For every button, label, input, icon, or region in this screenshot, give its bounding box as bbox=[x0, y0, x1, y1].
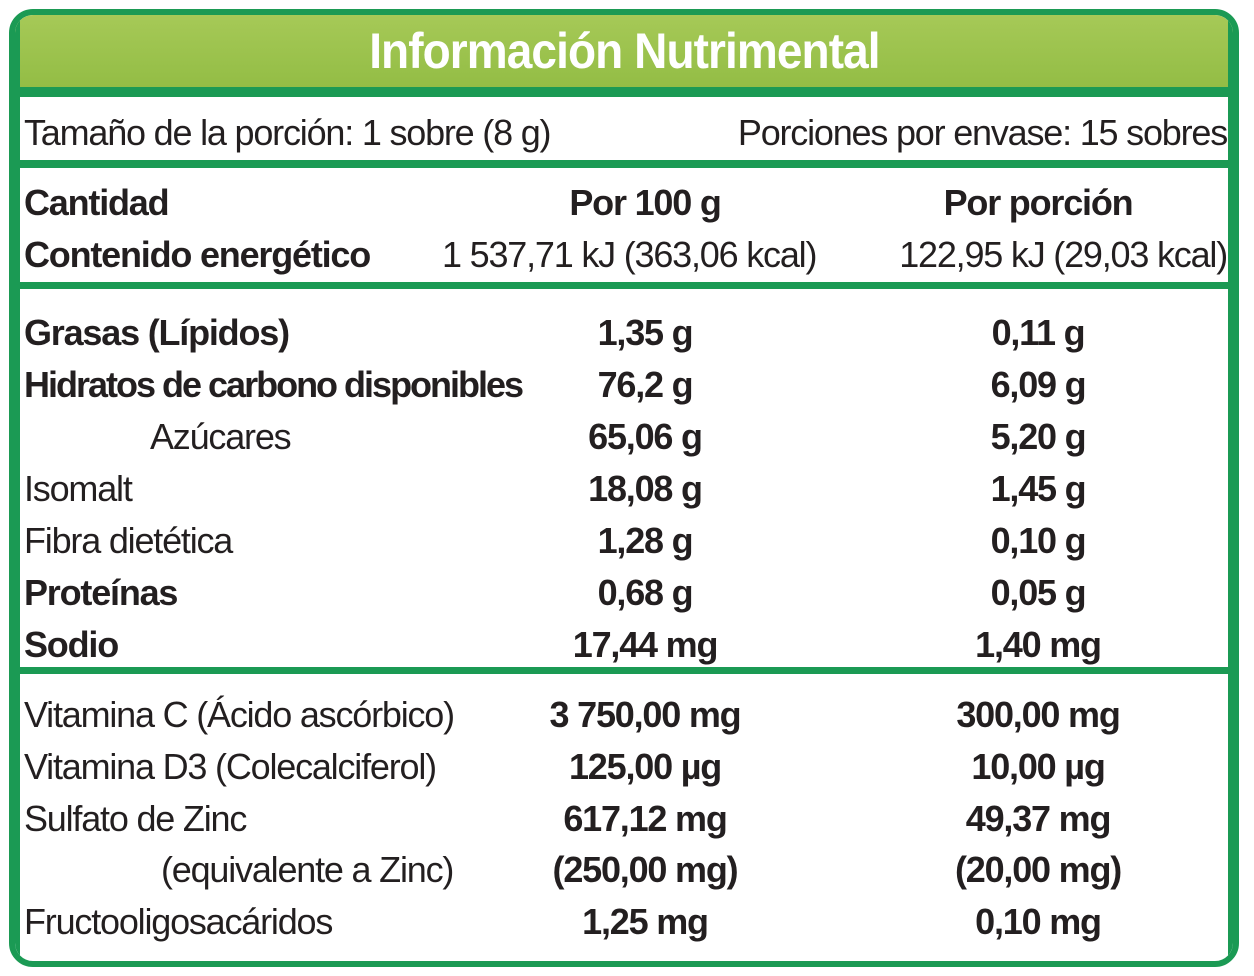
servings-per-package: Porciones por envase: 15 sobres bbox=[737, 112, 1228, 153]
micro-per-serving: 300,00 mg bbox=[956, 694, 1121, 735]
nutrient-label: Sodio bbox=[24, 624, 119, 665]
micro-label: Vitamina D3 (Colecalciferol) bbox=[24, 746, 437, 787]
divider-under-title bbox=[15, 87, 1233, 97]
title: Información Nutrimental bbox=[368, 23, 880, 79]
micro-per-100g: 1,25 mg bbox=[582, 901, 709, 942]
micro-label: Sulfato de Zinc bbox=[24, 798, 247, 839]
micro-label: (equivalente a Zinc) bbox=[161, 849, 454, 890]
header-quantity: Cantidad bbox=[24, 182, 170, 223]
header-per-100g: Por 100 g bbox=[569, 182, 721, 223]
nutrient-per-100g: 1,35 g bbox=[597, 312, 694, 353]
divider-under-serving bbox=[15, 160, 1233, 168]
micro-per-serving: (20,00 mg) bbox=[954, 849, 1122, 890]
left-inner-border bbox=[15, 15, 20, 961]
micro-per-serving: 0,10 mg bbox=[975, 901, 1102, 942]
nutrient-per-serving: 5,20 g bbox=[990, 416, 1087, 457]
header-per-serving: Por porción bbox=[943, 182, 1134, 223]
nutrient-per-100g: 65,06 g bbox=[588, 416, 703, 457]
serving-size: Tamaño de la porción: 1 sobre (8 g) bbox=[24, 112, 552, 153]
title-bar: Información Nutrimental bbox=[15, 15, 1233, 87]
nutrient-per-100g: 1,28 g bbox=[597, 520, 694, 561]
nutrient-per-serving: 6,09 g bbox=[990, 364, 1087, 405]
nutrient-label: Proteínas bbox=[24, 572, 178, 613]
micro-per-serving: 49,37 mg bbox=[965, 798, 1112, 839]
nutrient-per-serving: 1,45 g bbox=[990, 468, 1087, 509]
nutrient-label: Hidratos de carbono disponibles bbox=[24, 364, 524, 405]
divider-under-energy bbox=[15, 282, 1233, 289]
energy-per-serving: 122,95 kJ (29,03 kcal) bbox=[899, 234, 1228, 275]
micro-per-100g: (250,00 mg) bbox=[552, 849, 739, 890]
nutrient-per-100g: 0,68 g bbox=[597, 572, 694, 613]
micro-per-serving: 10,00 µg bbox=[971, 746, 1105, 787]
micro-per-100g: 3 750,00 mg bbox=[549, 694, 742, 735]
right-inner-border bbox=[1228, 15, 1233, 961]
nutrient-per-serving: 0,11 g bbox=[991, 312, 1086, 353]
energy-per-100g: 1 537,71 kJ (363,06 kcal) bbox=[442, 234, 817, 275]
divider-under-nutrients bbox=[15, 667, 1233, 674]
nutrition-facts-panel: Información Nutrimental Tamaño de la por… bbox=[9, 9, 1239, 967]
nutrient-per-100g: 18,08 g bbox=[588, 468, 703, 509]
micro-label: Vitamina C (Ácido ascórbico) bbox=[24, 694, 455, 735]
nutrient-label: Isomalt bbox=[24, 468, 133, 509]
nutrient-per-serving: 1,40 mg bbox=[975, 624, 1102, 665]
micro-per-100g: 617,12 mg bbox=[563, 798, 728, 839]
micro-per-100g: 125,00 µg bbox=[568, 746, 722, 787]
nutrient-label: Grasas (Lípidos) bbox=[24, 312, 290, 353]
nutrient-label: Fibra dietética bbox=[24, 520, 233, 561]
micro-label: Fructooligosacáridos bbox=[24, 901, 333, 942]
nutrient-per-serving: 0,10 g bbox=[990, 520, 1087, 561]
nutrient-per-100g: 17,44 mg bbox=[572, 624, 719, 665]
nutrient-label: Azúcares bbox=[150, 416, 292, 457]
energy-label: Contenido energético bbox=[24, 234, 371, 275]
nutrient-per-100g: 76,2 g bbox=[597, 364, 694, 405]
nutrient-per-serving: 0,05 g bbox=[990, 572, 1087, 613]
